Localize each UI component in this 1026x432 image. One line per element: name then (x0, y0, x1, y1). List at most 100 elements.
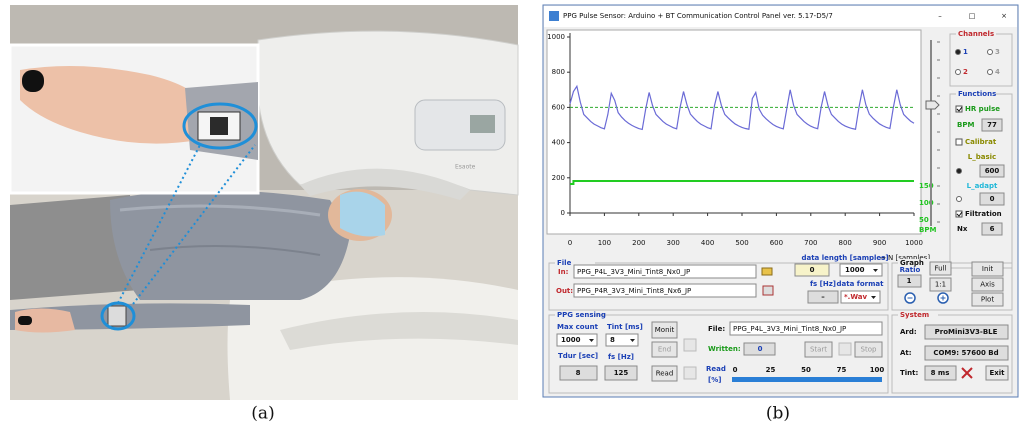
radio[interactable] (957, 197, 962, 202)
label: 1000 (561, 336, 581, 344)
x-tick-label: 1000 (905, 239, 923, 247)
label: L_adapt (967, 182, 998, 190)
window-title: PPG Pulse Sensor: Arduino + BT Communica… (563, 12, 833, 20)
label: Tint [ms] (607, 323, 643, 331)
radio-label: 4 (995, 68, 1000, 76)
radio-label: 3 (995, 48, 1000, 56)
label: PPG_P4L_3V3_Mini_Tint8_Nx0_JP (577, 268, 690, 276)
radio[interactable] (988, 50, 993, 55)
label: Ard: (900, 328, 917, 336)
value: 8 ms (931, 369, 950, 377)
button-label: 1:1 (935, 281, 946, 289)
label: 1000 (845, 266, 865, 274)
radio-label: 2 (963, 68, 968, 76)
button-label: Plot (981, 296, 994, 304)
x-tick-label: 500 (735, 239, 748, 247)
progress-bar (732, 377, 882, 382)
label: [%] (708, 376, 721, 384)
save-icon[interactable] (763, 286, 773, 295)
value: COM9: 57600 Bd (933, 349, 998, 357)
scale-label: 0 (733, 366, 738, 374)
y-tick-label: 600 (552, 103, 565, 111)
label: data format (837, 280, 885, 288)
radio[interactable] (956, 50, 961, 55)
y-tick-label: 200 (552, 174, 565, 182)
y-tick-label: 0 (561, 209, 565, 217)
group-title: System (900, 311, 929, 319)
window-control: □ (969, 12, 976, 20)
scale-label: 100 (870, 366, 885, 374)
button-label: Axis (980, 281, 995, 289)
scale-label: 75 (837, 366, 847, 374)
y2-tick-label: 50 (919, 216, 929, 224)
label: Nx (957, 225, 968, 233)
button-label: Full (935, 265, 947, 273)
icon-button[interactable] (684, 339, 696, 351)
group-title: File (557, 259, 572, 267)
label: *.Wav (844, 293, 868, 301)
panel-label: (b) (766, 404, 790, 424)
value: 8 (576, 369, 581, 377)
value: 6 (990, 225, 995, 233)
label: File: (708, 325, 725, 333)
button-label: Monit (655, 326, 675, 334)
button-label: Stop (861, 346, 877, 354)
radio[interactable] (956, 70, 961, 75)
x-tick-label: 200 (632, 239, 645, 247)
label: 8 (610, 336, 615, 344)
label: L_basic (968, 153, 996, 161)
value: ProMini3V3-BLE (935, 328, 998, 336)
label: data length [samples] (801, 254, 888, 262)
label: Ratio (900, 266, 921, 274)
value: 1 (907, 277, 912, 285)
radio[interactable] (957, 169, 962, 174)
button-label: Init (982, 265, 993, 273)
value: 0 (990, 195, 995, 203)
x-tick-label: 700 (804, 239, 817, 247)
value: 77 (987, 121, 997, 129)
x-tick-label: 300 (667, 239, 680, 247)
value: – (821, 293, 825, 301)
icon-button[interactable] (839, 343, 851, 355)
radio[interactable] (988, 70, 993, 75)
icon-button[interactable] (684, 367, 696, 379)
label: BPM (957, 121, 974, 129)
value: 0 (758, 345, 763, 353)
radio-label: 1 (963, 48, 968, 56)
scale-label: 25 (766, 366, 776, 374)
folder-icon[interactable] (762, 268, 772, 275)
x-tick-label: 400 (701, 239, 714, 247)
y-tick-label: 1000 (547, 33, 565, 41)
button-label: Read (656, 370, 674, 378)
x-tick-label: 900 (873, 239, 886, 247)
label: Calibrat (965, 138, 997, 146)
scale-label: 50 (801, 366, 811, 374)
value: 600 (985, 167, 1000, 175)
figure: Esaote (a) (b) PPG Pulse Sensor: Arduino… (0, 0, 1026, 432)
label: Out: (556, 287, 573, 295)
x-tick-label: 100 (598, 239, 611, 247)
label: PPG_P4R_3V3_Mini_Tint8_Nx6_JP (577, 287, 691, 295)
label: Tdur [sec] (558, 352, 598, 360)
label: At: (900, 349, 912, 357)
label: fs [Hz] (608, 353, 634, 361)
window-control: × (1001, 12, 1007, 20)
button-label: Start (810, 346, 827, 354)
x-tick-label: 0 (568, 239, 572, 247)
photo: Esaote (10, 5, 518, 400)
x-tick-label: 800 (839, 239, 852, 247)
x-tick-label: 600 (770, 239, 783, 247)
button-label: End (658, 346, 671, 354)
label: Max count (557, 323, 599, 331)
value: 125 (614, 369, 629, 377)
group-title: PPG sensing (557, 311, 606, 319)
window-control: – (938, 12, 942, 20)
label: HR pulse (965, 105, 1000, 113)
label: Filtration (965, 210, 1002, 218)
checkbox[interactable] (956, 139, 962, 145)
value: 0 (810, 266, 815, 274)
label: Tint: (900, 369, 919, 377)
y-tick-label: 800 (552, 68, 565, 76)
group-title: Channels (958, 30, 994, 38)
y2-axis-label: BPM (919, 226, 936, 234)
